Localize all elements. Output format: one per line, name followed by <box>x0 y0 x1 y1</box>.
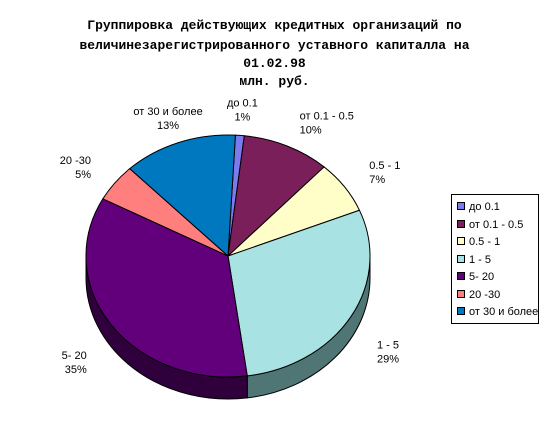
pie-slice-2 <box>227 135 325 258</box>
slice-label-7: от 30 и более <box>133 106 202 118</box>
legend-label-5: 5- 20 <box>469 271 495 283</box>
legend-label-3: 0.5 - 1 <box>469 236 501 248</box>
slice-percent-4: 29% <box>377 354 399 366</box>
slice-percent-1: 1% <box>234 112 250 124</box>
legend-swatch-4 <box>457 254 465 263</box>
legend-label-6: 20 -30 <box>469 288 501 301</box>
legend-swatch-5 <box>457 272 465 281</box>
slice-label-4: 1 - 5 <box>377 340 399 352</box>
chart-title-line-2: величинезарегистрированного уставного ка… <box>79 38 470 53</box>
slice-percent-3: 7% <box>369 174 385 186</box>
chart-legend: до 0.1 от 0.1 - 0.5 0.5 - 1 1 - 5 5- 20 20 -3… <box>451 194 539 324</box>
slice-label-6: 20 -30 <box>60 155 91 167</box>
legend-item-7: от 30 и более <box>457 304 538 320</box>
pie-labels: до 0.1 1% от 0.1 - 0.5 10% 0.5 - 1 7% 1 - 5 29%… <box>60 98 401 376</box>
slice-percent-6: 5% <box>75 169 91 181</box>
pie-slice-7 <box>128 134 236 258</box>
slice-percent-5: 35% <box>65 364 87 376</box>
slice-label-1: до 0.1 <box>227 98 258 110</box>
slice-label-3: 0.5 - 1 <box>369 160 400 172</box>
legend-label-4: 1 - 5 <box>469 253 492 266</box>
legend-swatch-6 <box>457 289 465 298</box>
slice-label-2: от 0.1 - 0.5 <box>300 110 354 122</box>
pie-slice-4 <box>227 209 371 377</box>
legend-swatch-1 <box>457 202 465 211</box>
chart-title-line-4: млн. руб. <box>239 74 310 89</box>
legend-item-5: 5- 20 <box>457 269 494 285</box>
slice-percent-7: 13% <box>157 120 179 132</box>
pie-slice-5 <box>85 198 248 378</box>
legend-label-1: до 0.1 <box>469 201 500 213</box>
slice-percent-2: 10% <box>300 124 322 136</box>
legend-item-2: от 0.1 - 0.5 <box>457 217 523 233</box>
legend-swatch-7 <box>457 307 465 316</box>
chart-title-line-1: Группировка действующих кредитных органи… <box>87 18 462 33</box>
legend-item-1: до 0.1 <box>457 199 500 215</box>
legend-item-6: 20 -30 <box>457 287 500 303</box>
slice-label-5: 5- 20 <box>62 350 87 362</box>
pie-slices <box>85 134 371 378</box>
legend-item-4: 1 - 5 <box>457 252 491 268</box>
chart-title-line-3: 01.02.98 <box>243 56 306 71</box>
legend-swatch-2 <box>457 219 465 228</box>
legend-swatch-3 <box>457 237 465 246</box>
legend-label-2: от 0.1 - 0.5 <box>469 218 524 231</box>
legend-label-7: от 30 и более <box>469 306 539 318</box>
legend-item-3: 0.5 - 1 <box>457 234 500 250</box>
